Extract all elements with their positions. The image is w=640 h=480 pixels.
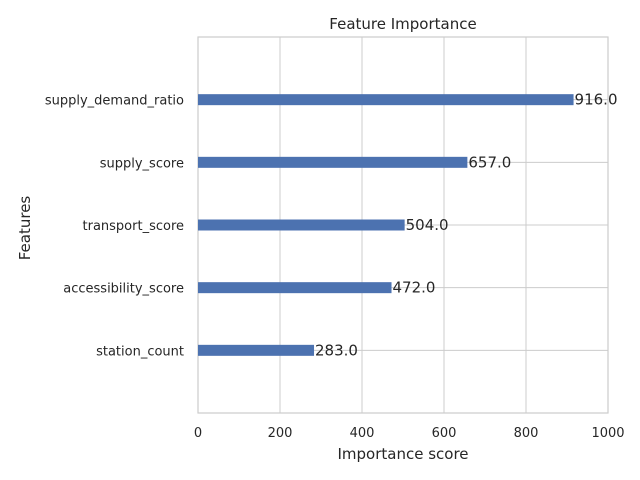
x-tick-label: 400 [350, 426, 375, 441]
bar [198, 156, 468, 168]
x-tick-label: 800 [514, 426, 539, 441]
bar [198, 282, 392, 294]
y-category-label: supply_demand_ratio [45, 94, 184, 109]
bar [198, 94, 574, 106]
bar-value-label: 916.0 [575, 91, 618, 109]
bar-value-label: 472.0 [393, 279, 436, 297]
y-category-label: supply_score [100, 156, 184, 171]
x-tick-label: 0 [194, 426, 202, 441]
y-category-label: station_count [96, 344, 184, 359]
y-category-label: transport_score [83, 219, 185, 234]
x-axis-label: Importance score [337, 445, 468, 463]
bar-value-label: 504.0 [406, 216, 449, 234]
chart-title: Feature Importance [329, 15, 476, 33]
y-category-label: accessibility_score [63, 282, 184, 297]
bar-value-label: 283.0 [315, 341, 358, 359]
bar [198, 219, 405, 231]
x-tick-label: 1000 [591, 426, 624, 441]
bar [198, 344, 315, 356]
x-tick-label: 600 [432, 426, 457, 441]
y-axis-label: Features [16, 196, 34, 261]
bar-value-label: 657.0 [468, 153, 511, 171]
data-labels: 916.0 657.0 504.0 472.0 283.0 [315, 91, 617, 360]
bars [198, 94, 574, 356]
x-tick-label: 200 [268, 426, 293, 441]
y-axis-categories: supply_demand_ratio supply_score transport… [45, 94, 184, 360]
x-axis-ticks: 0 200 400 600 800 1000 [194, 426, 625, 441]
